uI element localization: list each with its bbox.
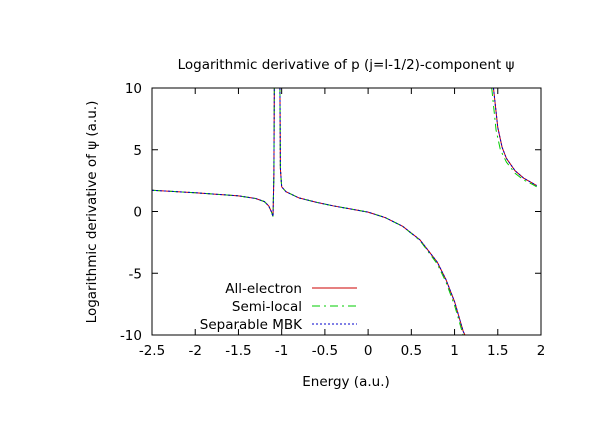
- y-tick-label: 5: [133, 143, 142, 159]
- series-line-2-segment-2: [279, 88, 464, 335]
- plot-frame: [151, 87, 542, 336]
- x-tick-label: 1.5: [487, 343, 508, 359]
- x-tick-label: -1.5: [225, 343, 251, 359]
- legend-label-2: Semi-local: [232, 299, 302, 315]
- x-tick-label: 2: [537, 343, 546, 359]
- plot-area: [152, 88, 537, 335]
- y-tick-label: 0: [133, 205, 142, 221]
- x-tick-label: 1: [450, 343, 459, 359]
- x-axis-label: Energy (a.u.): [302, 374, 390, 390]
- y-axis-label: Logarithmic derivative of ψ (a.u.): [84, 101, 100, 324]
- legend: All-electron Semi-local Separable MBK: [200, 281, 357, 333]
- x-tick-label: -2.5: [139, 343, 165, 359]
- y-tick-label: 10: [125, 81, 142, 97]
- x-tick-label: -2: [188, 343, 201, 359]
- legend-label-1: All-electron: [225, 281, 302, 297]
- y-tick-label: -5: [129, 266, 142, 282]
- chart-title: Logarithmic derivative of p (j=l-1/2)-co…: [178, 57, 515, 73]
- x-tick-label: -0.5: [312, 343, 338, 359]
- x-tick-label: -1: [275, 343, 288, 359]
- legend-label-3: Separable MBK: [200, 317, 303, 333]
- y-axis-ticks: -10 -5 0 5 10: [120, 81, 541, 344]
- axes: [151, 87, 542, 336]
- series-line-1-segment-3: [492, 88, 537, 186]
- series-line-3-segment-1: [152, 88, 275, 217]
- x-tick-label: 0: [364, 343, 373, 359]
- series-line-2-segment-1: [152, 88, 275, 217]
- series-line-1-segment-1: [152, 88, 275, 217]
- series-line-3-segment-2: [279, 88, 466, 335]
- x-tick-label: 0.5: [401, 343, 422, 359]
- series-line-2-segment-3: [491, 88, 537, 188]
- x-axis-ticks: -2.5 -2 -1.5 -1 -0.5 0 0.5 1 1.5 2: [139, 88, 545, 359]
- y-tick-label: -10: [120, 328, 142, 344]
- series-line-1-segment-2: [279, 88, 466, 335]
